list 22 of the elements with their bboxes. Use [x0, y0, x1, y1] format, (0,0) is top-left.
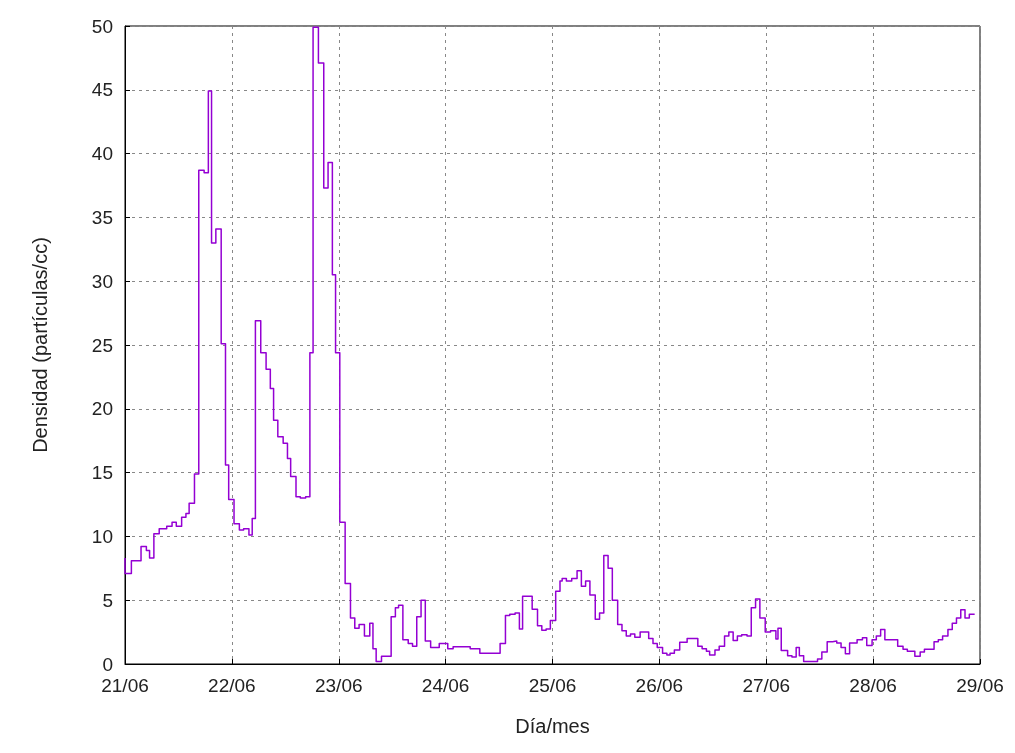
y-tick-label: 0 [102, 653, 113, 675]
x-tick-label: 28/06 [849, 675, 897, 696]
y-tick-label: 45 [91, 79, 113, 101]
x-tick-label: 23/06 [314, 675, 363, 696]
y-tick-label: 15 [91, 462, 113, 484]
y-tick-label: 35 [91, 206, 113, 228]
x-tick-label: 21/06 [101, 675, 149, 696]
x-tick-label: 22/06 [208, 675, 256, 696]
x-tick-label: 24/06 [421, 675, 470, 696]
x-tick-label: 29/06 [956, 675, 1004, 696]
y-tick-label: 5 [102, 589, 113, 611]
y-tick-label: 25 [91, 334, 113, 356]
y-tick-label: 10 [91, 525, 113, 547]
x-tick-label: 26/06 [635, 675, 684, 696]
x-tick-label: 25/06 [528, 675, 577, 696]
y-tick-label: 40 [91, 143, 113, 165]
y-axis-title: Densidad (partículas/cc) [29, 237, 51, 453]
x-tick-label: 27/06 [742, 675, 791, 696]
y-tick-label: 30 [91, 270, 113, 292]
y-tick-label: 50 [91, 15, 113, 37]
x-axis-title: Día/mes [515, 715, 590, 737]
y-tick-label: 20 [91, 398, 113, 420]
